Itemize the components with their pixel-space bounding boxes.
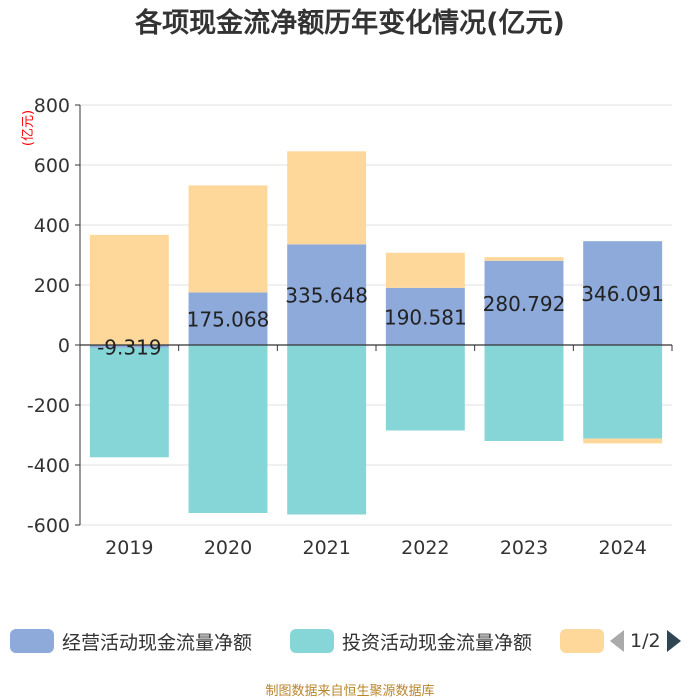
bar-series0-2023: [484, 260, 564, 345]
bar-series2-2020: [188, 185, 268, 293]
y-tick-label-0: 0: [58, 335, 70, 357]
bar-series0-2019: [89, 345, 169, 348]
data-label-2019: -9.319: [97, 335, 161, 359]
data-label-2024: 346.091: [581, 282, 664, 306]
axes: -600 -400 -200 0 200 400 600 800 2019 2020 2021 202…: [27, 95, 673, 559]
y-tick-label--400: -400: [27, 455, 70, 477]
data-labels: -9.319 175.068 335.648 190.581 280.792 346.09…: [97, 282, 664, 359]
bar-series1-2019: [89, 347, 169, 458]
pager-next-icon[interactable]: [666, 630, 681, 652]
x-tick-label-2024: 2024: [598, 537, 646, 559]
bars: [89, 151, 663, 515]
x-tick-label-2020: 2020: [204, 537, 252, 559]
y-tick-label-200: 200: [34, 275, 70, 297]
data-label-2023: 280.792: [483, 292, 566, 316]
x-tick-label-2022: 2022: [401, 537, 449, 559]
source-note: 制图数据来自恒生聚源数据库: [265, 684, 435, 699]
legend-label-investing: 投资活动现金流量净额: [342, 631, 533, 654]
legend-label-operating: 经营活动现金流量净额: [62, 631, 253, 654]
data-label-2021: 335.648: [285, 284, 368, 308]
bar-series0-2024: [583, 241, 663, 345]
bar-series2-2024: [583, 438, 663, 444]
bar-series1-2024: [583, 345, 663, 439]
bar-series1-2021: [287, 345, 367, 515]
y-tick-label-800: 800: [34, 95, 70, 117]
y-tick-label--200: -200: [27, 395, 70, 417]
y-axis-unit-label: (亿元): [21, 110, 36, 146]
bar-series1-2023: [484, 345, 564, 441]
legend-swatch-investing: [290, 629, 334, 653]
legend-swatch-operating: [10, 629, 54, 653]
chart-title: 各项现金流净额历年变化情况(亿元): [134, 7, 565, 39]
y-tick-label-600: 600: [34, 155, 70, 177]
bar-series2-2021: [287, 151, 367, 245]
y-tick-label-400: 400: [34, 215, 70, 237]
legend-item-financing[interactable]: [560, 626, 604, 656]
bar-series1-2022: [385, 345, 465, 431]
bar-series2-2019: [89, 234, 169, 345]
bar-series2-2022: [385, 252, 465, 288]
x-tick-label-2023: 2023: [500, 537, 548, 559]
data-label-2022: 190.581: [384, 305, 467, 329]
bar-series1-2020: [188, 345, 268, 513]
legend-swatch-financing: [560, 629, 604, 653]
y-tick-label--600: -600: [27, 515, 70, 537]
legend-pager: 1/2: [610, 626, 681, 656]
bar-series2-2023: [484, 257, 564, 261]
x-tick-label-2021: 2021: [302, 537, 350, 559]
x-tick-label-2019: 2019: [105, 537, 153, 559]
data-label-2020: 175.068: [187, 308, 270, 332]
bar-series0-2022: [385, 287, 465, 345]
bar-series0-2020: [188, 292, 268, 345]
legend-item-investing[interactable]: 投资活动现金流量净额: [290, 626, 532, 656]
pager-text: 1/2: [630, 630, 661, 652]
legend-item-operating[interactable]: 经营活动现金流量净额: [10, 626, 252, 656]
pager-prev-icon[interactable]: [610, 630, 624, 652]
bar-series0-2021: [287, 244, 367, 345]
legend: 经营活动现金流量净额 投资活动现金流量净额: [0, 626, 700, 656]
